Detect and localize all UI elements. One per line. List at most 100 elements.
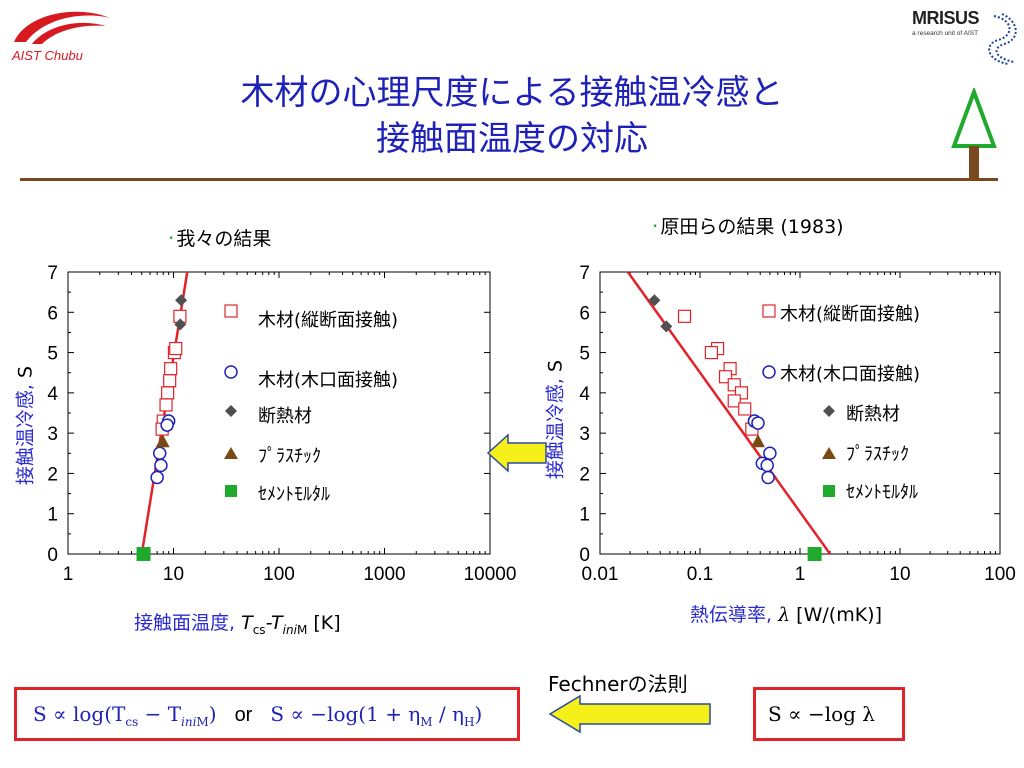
data-point-square xyxy=(807,547,822,561)
left-section-label: · 我々の結果 xyxy=(168,224,271,251)
fechner-label: Fechnerの法則 xyxy=(548,672,688,696)
y-tick-label: 3 xyxy=(579,424,590,445)
diamond-marker-icon xyxy=(225,405,237,417)
x-tick-label: 1000 xyxy=(363,564,405,585)
left-y-axis-label-main: 接触温冷感, xyxy=(14,377,37,486)
data-point-circle-open xyxy=(152,446,167,461)
aist-chubu-logo: AIST Chubu xyxy=(6,4,116,64)
legend-label: 木材(木口面接触) xyxy=(258,370,399,391)
logo-right-sub: a research unit of AIST xyxy=(912,30,979,37)
legend-label: ｾﾒﾝﾄﾓﾙﾀﾙ xyxy=(258,484,330,505)
y-tick-label: 2 xyxy=(579,464,590,485)
y-tick-label: 1 xyxy=(579,505,590,526)
title-divider xyxy=(20,178,998,181)
title-line-2: 接触面温度の対応 xyxy=(376,119,648,159)
x-tick-label: 10 xyxy=(889,564,910,585)
y-tick-label: 5 xyxy=(47,344,58,365)
y-tick-label: 6 xyxy=(47,303,58,324)
data-point-square-open xyxy=(169,341,183,356)
y-tick-label: 6 xyxy=(579,303,590,324)
data-point-diamond xyxy=(174,318,187,331)
data-point-square-open xyxy=(163,374,177,388)
data-point-square xyxy=(136,547,151,561)
formula-box-left: S ∝ log(Tcs − TiniM) or S ∝ −log(1 + ηM / … xyxy=(14,687,520,741)
data-point-diamond xyxy=(660,320,673,333)
right-section-label-text: 原田らの結果 (1983) xyxy=(660,216,844,238)
legend-label: ﾌﾟﾗｽﾁｯｸ xyxy=(846,444,909,465)
bottom-left-arrow-icon xyxy=(548,694,711,734)
legend-label: 断熱材 xyxy=(258,406,312,427)
y-tick-label: 5 xyxy=(579,344,590,365)
right-x-axis-sym: λ xyxy=(778,604,791,626)
left-x-axis-sub2b: M xyxy=(296,622,308,637)
tree-icon xyxy=(951,88,997,178)
data-point-triangle xyxy=(750,434,765,448)
triangle-marker-icon xyxy=(822,447,836,459)
left-x-axis-sym: T xyxy=(241,612,253,634)
right-x-axis-label: 熱伝導率, λ [W/(mK)] xyxy=(690,600,882,627)
y-tick-label: 0 xyxy=(579,545,590,566)
data-point-circle-open xyxy=(150,470,164,485)
x-tick-label: 10 xyxy=(163,564,184,585)
left-y-axis-label-unit: S xyxy=(14,365,37,378)
circle-open-marker-icon xyxy=(224,365,238,379)
right-x-axis-unit: [W/(mK)] xyxy=(790,604,882,626)
or-text: or xyxy=(234,704,253,726)
x-tick-label: 10000 xyxy=(464,564,517,585)
formula-box-right: S ∝ −log λ xyxy=(753,687,905,741)
triangle-marker-icon xyxy=(224,447,238,459)
mrisus-logo: MRISUS a research unit of AIST xyxy=(912,8,1024,70)
right-y-axis-label: 接触温冷感, S xyxy=(541,330,568,510)
bullet-icon: · xyxy=(168,226,175,250)
y-tick-label: 4 xyxy=(579,384,590,405)
x-tick-label: 100 xyxy=(984,564,1016,585)
formula-left: S ∝ log(Tcs − TiniM) or S ∝ −log(1 + ηM / … xyxy=(33,702,482,729)
logo-right-name: MRISUS xyxy=(912,8,980,28)
formula-left-2-sub1: M xyxy=(420,715,433,729)
y-tick-label: 7 xyxy=(579,263,590,284)
data-point-circle-open xyxy=(751,416,765,430)
x-tick-label: 100 xyxy=(263,564,295,585)
legend-label: 木材(縦断面接触) xyxy=(780,304,921,325)
data-point-diamond xyxy=(175,294,188,307)
left-x-axis-mid: -T xyxy=(265,612,283,634)
left-legend: 木材(縦断面接触) 木材(木口面接触) 断熱材 ﾌﾟﾗｽﾁｯｸ ｾﾒﾝﾄﾓﾙﾀﾙ xyxy=(222,300,472,510)
formula-left-2-sub2: H xyxy=(464,715,475,729)
logo-left-text: AIST Chubu xyxy=(12,48,83,63)
formula-left-1-sub2b: M xyxy=(196,715,209,729)
formula-left-1-end: ) xyxy=(208,702,217,726)
legend-label: 木材(木口面接触) xyxy=(780,364,921,385)
data-point-triangle xyxy=(155,434,170,448)
right-chart: 0 1 2 3 4 5 6 7 0.01 0.1 1 10 100 xyxy=(579,263,1015,585)
legend-label: ｾﾒﾝﾄﾓﾙﾀﾙ xyxy=(846,482,918,503)
legend-label: 木材(縦断面接触) xyxy=(258,310,399,331)
left-y-axis-label: 接触温冷感, S xyxy=(11,336,38,516)
left-x-axis-label-main: 接触面温度, xyxy=(134,612,242,634)
right-legend: 木材(縦断面接触) 木材(木口面接触) 断熱材 ﾌﾟﾗｽﾁｯｸ ｾﾒﾝﾄﾓﾙﾀﾙ xyxy=(760,296,1010,506)
y-tick-label: 0 xyxy=(47,545,58,566)
x-tick-label: 0.1 xyxy=(687,564,713,585)
aist-swoosh-icon xyxy=(14,11,110,44)
y-tick-label: 3 xyxy=(47,424,58,445)
data-point-circle-open xyxy=(154,458,168,473)
left-x-axis-label: 接触面温度, Tcs-TiniM [K] xyxy=(134,608,341,637)
formula-right: S ∝ −log λ xyxy=(768,702,875,726)
right-y-axis-label-unit: S xyxy=(544,359,567,372)
data-point-square-open xyxy=(164,362,178,376)
x-tick-label: 0.01 xyxy=(582,564,619,585)
square-open-marker-icon xyxy=(224,304,238,318)
right-section-label: · 原田らの結果 (1983) xyxy=(652,212,844,239)
bullet-icon: · xyxy=(652,214,659,238)
legend-label: 断熱材 xyxy=(846,404,900,425)
x-tick-label: 1 xyxy=(795,564,806,585)
fit-line xyxy=(626,271,832,555)
data-point-circle-open xyxy=(160,418,174,432)
left-section-label-text: 我々の結果 xyxy=(176,228,272,250)
right-x-axis-label-main: 熱伝導率, xyxy=(690,604,779,626)
mrisus-dots-icon xyxy=(988,13,1017,65)
data-point-diamond xyxy=(648,294,661,307)
formula-left-1-mid: − T xyxy=(138,702,182,726)
data-point-square-open xyxy=(159,398,173,412)
